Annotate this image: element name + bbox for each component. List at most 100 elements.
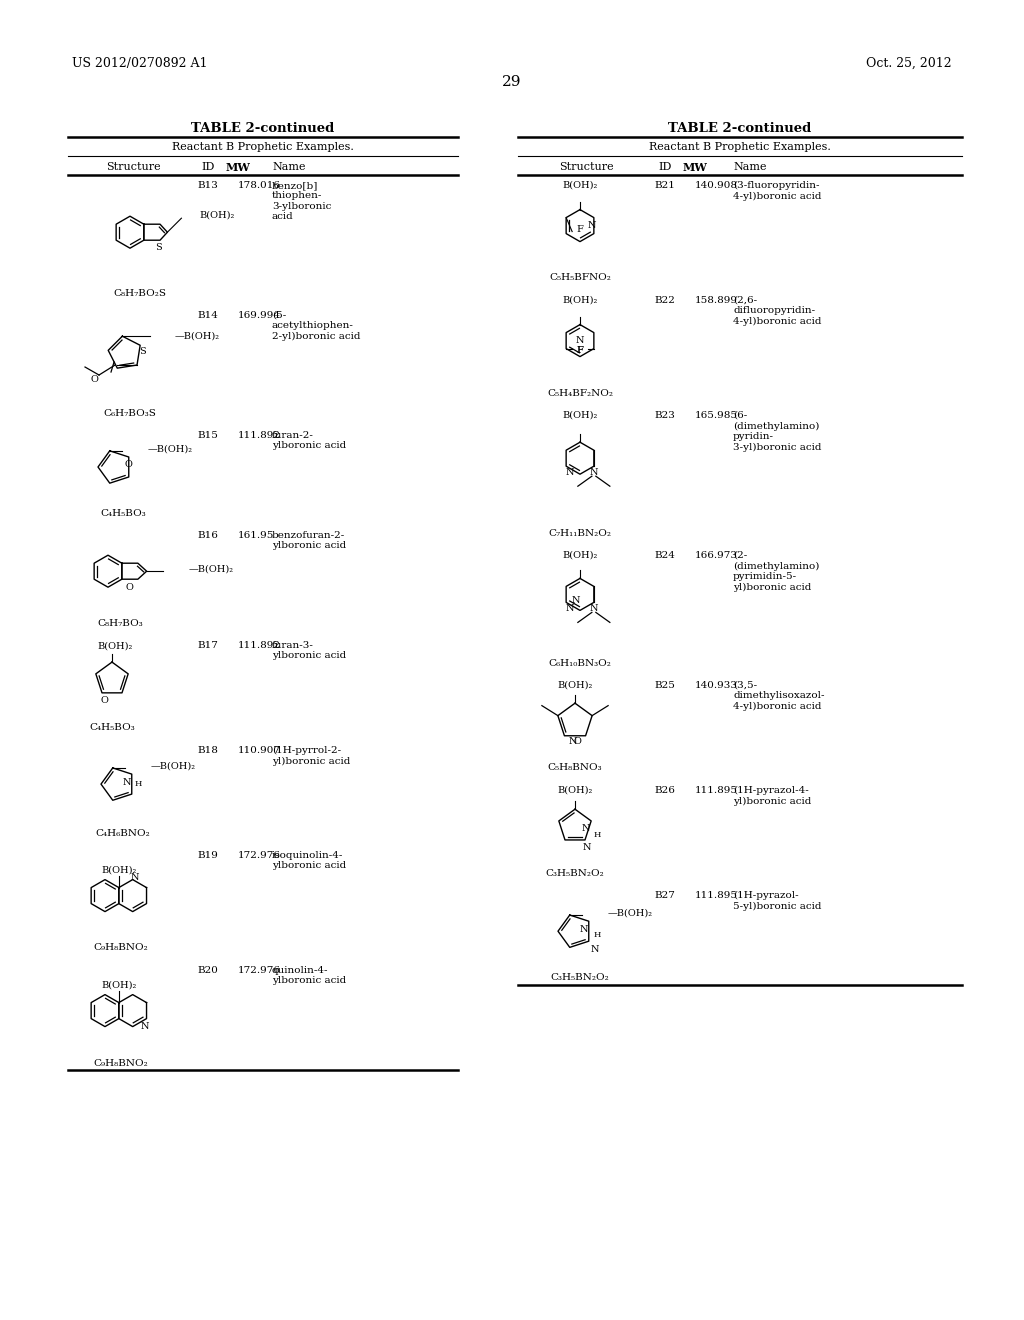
Text: TABLE 2-continued: TABLE 2-continued: [669, 121, 812, 135]
Text: S: S: [155, 243, 162, 252]
Text: ID: ID: [658, 162, 672, 172]
Text: B20: B20: [198, 966, 218, 975]
Text: N: N: [588, 220, 596, 230]
Text: (2,6-
difluoropyridin-
4-yl)boronic acid: (2,6- difluoropyridin- 4-yl)boronic acid: [733, 296, 821, 326]
Text: MW: MW: [225, 162, 251, 173]
Text: furan-2-
ylboronic acid: furan-2- ylboronic acid: [272, 432, 346, 450]
Text: B26: B26: [654, 785, 676, 795]
Text: ID: ID: [202, 162, 215, 172]
Text: US 2012/0270892 A1: US 2012/0270892 A1: [72, 57, 208, 70]
Text: —B(OH)₂: —B(OH)₂: [147, 445, 193, 453]
Text: Structure: Structure: [559, 162, 613, 172]
Text: benzofuran-2-
ylboronic acid: benzofuran-2- ylboronic acid: [272, 531, 346, 550]
Text: B27: B27: [654, 891, 676, 900]
Text: B(OH)₂: B(OH)₂: [562, 550, 598, 560]
Text: N: N: [583, 843, 591, 853]
Text: O: O: [90, 375, 98, 384]
Text: Reactant B Prophetic Examples.: Reactant B Prophetic Examples.: [649, 143, 830, 152]
Text: B14: B14: [198, 312, 218, 319]
Text: Reactant B Prophetic Examples.: Reactant B Prophetic Examples.: [172, 143, 354, 152]
Text: B(OH)₂: B(OH)₂: [101, 865, 136, 874]
Text: C₈H₇BO₃: C₈H₇BO₃: [97, 619, 143, 627]
Text: —B(OH)₂: —B(OH)₂: [608, 908, 652, 917]
Text: (3,5-
dimethylisoxazol-
4-yl)boronic acid: (3,5- dimethylisoxazol- 4-yl)boronic aci…: [733, 681, 824, 711]
Text: 111.895: 111.895: [695, 891, 738, 900]
Text: O: O: [125, 459, 133, 469]
Text: B(OH)₂: B(OH)₂: [200, 211, 234, 219]
Text: B13: B13: [198, 181, 218, 190]
Text: 158.899: 158.899: [695, 296, 738, 305]
Text: isoquinolin-4-
ylboronic acid: isoquinolin-4- ylboronic acid: [272, 851, 346, 870]
Text: N: N: [123, 777, 131, 787]
Text: MW: MW: [683, 162, 708, 173]
Text: N: N: [590, 605, 598, 612]
Text: B19: B19: [198, 851, 218, 861]
Text: B25: B25: [654, 681, 676, 690]
Text: C₇H₁₁BN₂O₂: C₇H₁₁BN₂O₂: [549, 528, 611, 537]
Text: (1H-pyrrol-2-
yl)boronic acid: (1H-pyrrol-2- yl)boronic acid: [272, 746, 350, 766]
Text: 111.892: 111.892: [238, 432, 281, 440]
Text: 110.907: 110.907: [238, 746, 281, 755]
Text: H: H: [594, 832, 601, 840]
Text: N: N: [565, 467, 574, 477]
Text: Name: Name: [733, 162, 767, 172]
Text: 111.892: 111.892: [238, 642, 281, 649]
Text: H: H: [134, 780, 141, 788]
Text: B23: B23: [654, 411, 676, 420]
Text: 172.976: 172.976: [238, 966, 281, 975]
Text: C₃H₅BN₂O₂: C₃H₅BN₂O₂: [546, 869, 604, 878]
Text: C₅H₄BF₂NO₂: C₅H₄BF₂NO₂: [547, 388, 613, 397]
Text: (2-
(dimethylamino)
pyrimidin-5-
yl)boronic acid: (2- (dimethylamino) pyrimidin-5- yl)boro…: [733, 550, 819, 591]
Text: (3-fluoropyridin-
4-yl)boronic acid: (3-fluoropyridin- 4-yl)boronic acid: [733, 181, 821, 201]
Text: C₆H₁₀BN₃O₂: C₆H₁₀BN₃O₂: [549, 659, 611, 668]
Text: 29: 29: [502, 75, 522, 88]
Text: N: N: [575, 337, 585, 345]
Text: F: F: [577, 226, 584, 234]
Text: C₄H₅BO₃: C₄H₅BO₃: [100, 508, 145, 517]
Text: O: O: [100, 697, 108, 705]
Text: 166.973: 166.973: [695, 550, 738, 560]
Text: (1H-pyrazol-
5-yl)boronic acid: (1H-pyrazol- 5-yl)boronic acid: [733, 891, 821, 911]
Text: quinolin-4-
ylboronic acid: quinolin-4- ylboronic acid: [272, 966, 346, 986]
Text: 165.985: 165.985: [695, 411, 738, 420]
Text: C₉H₈BNO₂: C₉H₈BNO₂: [93, 1059, 148, 1068]
Text: S: S: [139, 347, 145, 356]
Text: 172.976: 172.976: [238, 851, 281, 861]
Text: (5-
acetylthiophen-
2-yl)boronic acid: (5- acetylthiophen- 2-yl)boronic acid: [272, 312, 360, 341]
Text: N: N: [130, 873, 139, 882]
Text: B21: B21: [654, 181, 676, 190]
Text: O: O: [573, 738, 582, 746]
Text: B15: B15: [198, 432, 218, 440]
Text: B(OH)₂: B(OH)₂: [562, 296, 598, 305]
Text: C₄H₅BO₃: C₄H₅BO₃: [89, 723, 135, 733]
Text: B22: B22: [654, 296, 676, 305]
Text: O: O: [126, 582, 134, 591]
Text: —B(OH)₂: —B(OH)₂: [188, 565, 233, 574]
Text: C₅H₅BFNO₂: C₅H₅BFNO₂: [549, 273, 611, 282]
Text: C₄H₆BNO₂: C₄H₆BNO₂: [95, 829, 151, 837]
Text: N: N: [140, 1022, 148, 1031]
Text: —B(OH)₂: —B(OH)₂: [174, 331, 219, 341]
Text: B16: B16: [198, 531, 218, 540]
Text: benzo[b]
thiophen-
3-ylboronic
acid: benzo[b] thiophen- 3-ylboronic acid: [272, 181, 332, 222]
Text: N: N: [565, 605, 574, 612]
Text: 178.016: 178.016: [238, 181, 281, 190]
Text: B(OH)₂: B(OH)₂: [562, 181, 598, 190]
Text: B(OH)₂: B(OH)₂: [562, 411, 598, 420]
Text: (6-
(dimethylamino)
pyridin-
3-yl)boronic acid: (6- (dimethylamino) pyridin- 3-yl)boroni…: [733, 411, 821, 451]
Text: B24: B24: [654, 550, 676, 560]
Text: H: H: [593, 931, 600, 940]
Text: C₆H₇BO₃S: C₆H₇BO₃S: [103, 408, 157, 417]
Text: B17: B17: [198, 642, 218, 649]
Text: Name: Name: [272, 162, 305, 172]
Text: C₃H₅BN₂O₂: C₃H₅BN₂O₂: [551, 974, 609, 982]
Text: F: F: [577, 346, 584, 355]
Text: B(OH)₂: B(OH)₂: [557, 681, 593, 689]
Text: C₈H₇BO₂S: C₈H₇BO₂S: [114, 289, 167, 297]
Text: B(OH)₂: B(OH)₂: [97, 642, 133, 651]
Text: C₉H₈BNO₂: C₉H₈BNO₂: [93, 944, 148, 953]
Text: 111.895: 111.895: [695, 785, 738, 795]
Text: N: N: [590, 467, 598, 477]
Text: N: N: [568, 738, 577, 746]
Text: 161.95: 161.95: [238, 531, 274, 540]
